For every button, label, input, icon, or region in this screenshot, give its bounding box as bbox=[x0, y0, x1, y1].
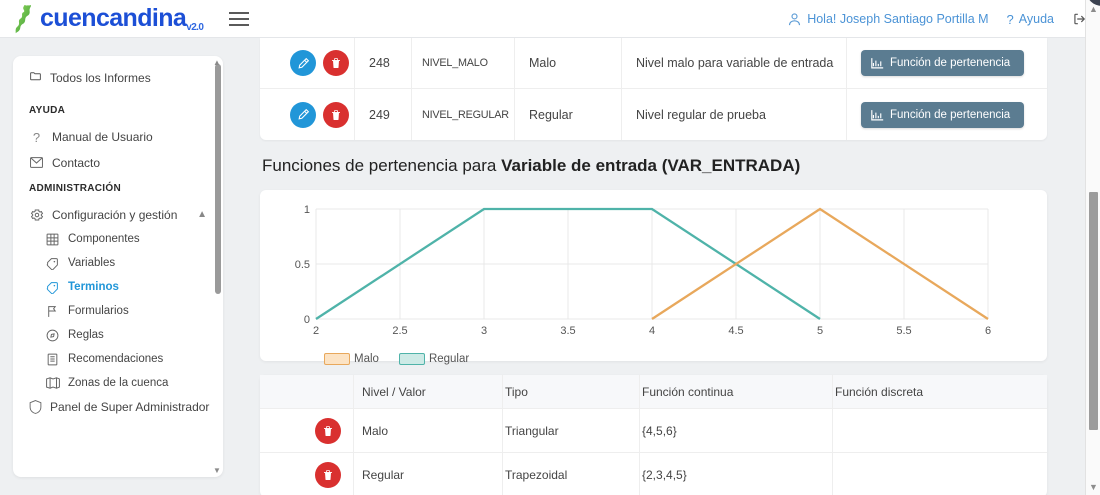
svg-text:6: 6 bbox=[985, 325, 991, 337]
svg-text:2: 2 bbox=[313, 325, 319, 337]
svg-text:0.5: 0.5 bbox=[295, 259, 310, 271]
svg-text:3.5: 3.5 bbox=[560, 325, 575, 337]
svg-text:4.5: 4.5 bbox=[728, 325, 743, 337]
svg-text:3: 3 bbox=[481, 325, 487, 337]
svg-text:5: 5 bbox=[817, 325, 823, 337]
svg-text:1: 1 bbox=[304, 204, 310, 216]
svg-text:5.5: 5.5 bbox=[896, 325, 911, 337]
svg-text:2.5: 2.5 bbox=[392, 325, 407, 337]
svg-text:0: 0 bbox=[304, 314, 310, 326]
svg-text:4: 4 bbox=[649, 325, 655, 337]
